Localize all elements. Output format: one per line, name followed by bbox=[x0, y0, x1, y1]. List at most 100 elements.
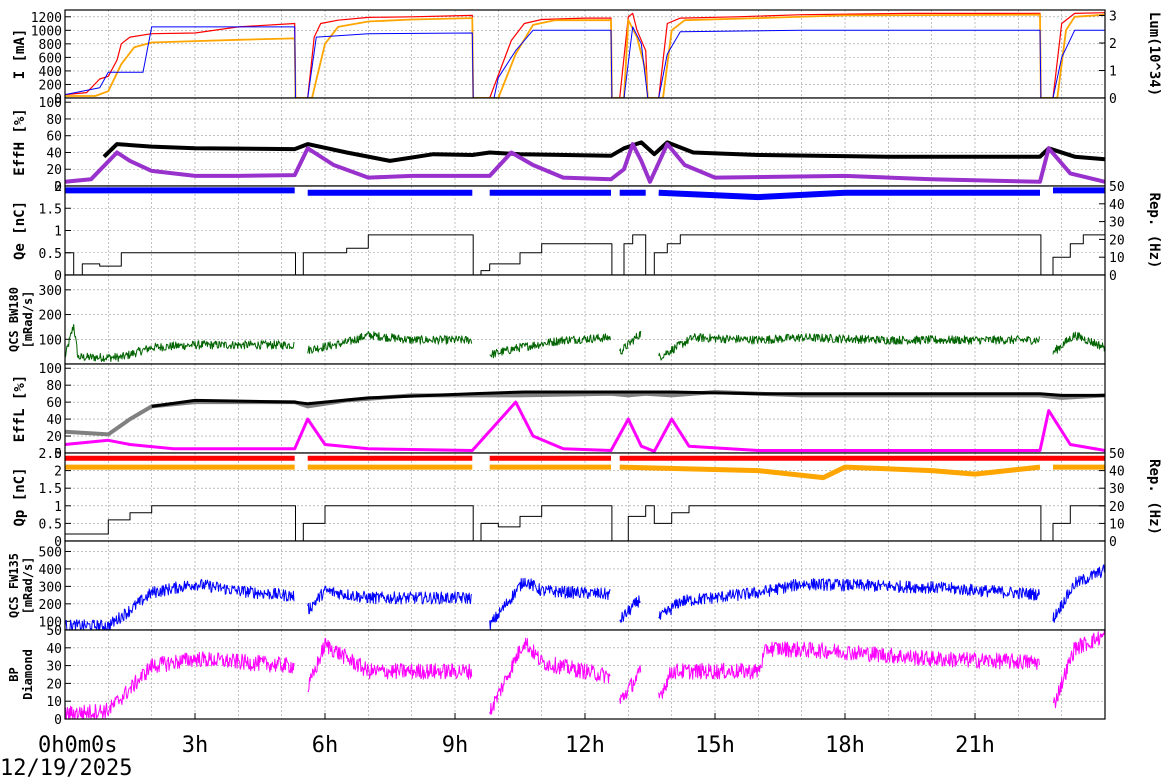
series-qp-2 bbox=[65, 505, 1105, 542]
series-qcs_fw-0 bbox=[1052, 564, 1105, 623]
ytick-label-effL: 40 bbox=[46, 413, 62, 428]
series-bp-0 bbox=[619, 665, 642, 705]
ytick-label-effH: 40 bbox=[46, 146, 62, 161]
ytick-label-qp: 0 bbox=[54, 535, 62, 550]
ylabel-unit-qcs_fw: [mRad/s] bbox=[21, 557, 35, 615]
ylabel-qcs_fw: QCS FW135 bbox=[7, 553, 21, 618]
ytick-label-effH: 0 bbox=[54, 180, 62, 195]
series-effL-2 bbox=[64, 400, 1106, 453]
series-qcs_fw-0 bbox=[489, 577, 611, 631]
ytick-label-effH: 80 bbox=[46, 113, 62, 128]
ytick-label-qcs_fw: 300 bbox=[39, 580, 62, 595]
ytick-label-current: 200 bbox=[39, 78, 62, 93]
ytick-label-qe: 2 bbox=[54, 180, 62, 195]
rtick-label-qe: 20 bbox=[1109, 233, 1125, 248]
ytick-label-qcs_bw: 200 bbox=[39, 309, 62, 324]
ytick-label-qp: 1 bbox=[54, 500, 62, 515]
ytick-label-qp: 2 bbox=[54, 465, 62, 480]
rtick-label-qp: 30 bbox=[1109, 482, 1125, 497]
series-qp-0 bbox=[619, 464, 1041, 481]
series-current-1 bbox=[65, 13, 1106, 99]
ylabel-bp: BP bbox=[7, 667, 21, 681]
rtick-label-current: 2 bbox=[1109, 37, 1117, 52]
right-label-current: Lum(10^34) bbox=[1146, 12, 1162, 96]
ytick-label-qe: 0.5 bbox=[39, 247, 62, 262]
ytick-label-qp: 1.5 bbox=[39, 482, 62, 497]
ytick-label-qe: 1.5 bbox=[39, 202, 62, 217]
right-label-qe: Rep. (Hz) bbox=[1146, 193, 1162, 269]
xtick-label: 9h bbox=[442, 733, 469, 758]
ylabel-qp: Qp [nC] bbox=[12, 467, 28, 526]
series-qcs_bw-0 bbox=[489, 333, 611, 359]
ytick-label-current: 600 bbox=[39, 51, 62, 66]
ytick-label-qp: 2.5 bbox=[39, 447, 62, 462]
rtick-label-current: 0 bbox=[1109, 92, 1117, 107]
series-bp-0 bbox=[489, 637, 611, 715]
ytick-label-qcs_fw: 100 bbox=[39, 615, 62, 630]
ytick-label-bp: 10 bbox=[46, 695, 62, 710]
ytick-label-current: 1000 bbox=[31, 24, 62, 39]
ytick-label-current: 400 bbox=[39, 65, 62, 80]
ylabel-unit-qcs_bw: [mRad/s] bbox=[21, 291, 35, 349]
ytick-label-effH: 20 bbox=[46, 163, 62, 178]
series-qcs_fw-0 bbox=[658, 578, 1040, 620]
series-qcs_fw-0 bbox=[64, 579, 295, 631]
ytick-label-effL: 60 bbox=[46, 396, 62, 411]
series-qcs_bw-0 bbox=[64, 324, 295, 363]
rtick-label-qp: 20 bbox=[1109, 500, 1125, 515]
ytick-label-qcs_bw: 100 bbox=[39, 333, 62, 348]
xtick-label: 18h bbox=[825, 733, 865, 758]
date-label: 12/19/2025 bbox=[0, 756, 133, 781]
ytick-label-effL: 100 bbox=[39, 362, 62, 377]
series-bp-0 bbox=[64, 651, 295, 720]
ylabel-unit-bp: Diamond bbox=[21, 649, 35, 700]
rtick-label-qe: 30 bbox=[1109, 216, 1125, 231]
series-effL-1 bbox=[151, 390, 1105, 408]
right-label-qp: Rep. (Hz) bbox=[1146, 459, 1162, 535]
series-qcs_bw-0 bbox=[619, 330, 642, 355]
ytick-label-bp: 50 bbox=[46, 624, 62, 639]
rtick-label-current: 1 bbox=[1109, 65, 1117, 80]
ytick-label-qcs_fw: 400 bbox=[39, 563, 62, 578]
ylabel-current: I [mA] bbox=[12, 29, 28, 80]
ytick-label-effH: 60 bbox=[46, 130, 62, 145]
series-qcs_bw-0 bbox=[658, 333, 1040, 361]
series-qcs_fw-0 bbox=[307, 585, 473, 615]
ytick-label-effL: 0 bbox=[54, 447, 62, 462]
xtick-label: 6h bbox=[312, 733, 339, 758]
xtick-label: 12h bbox=[565, 733, 605, 758]
series-effH-1 bbox=[64, 142, 1106, 184]
series-qcs_fw-0 bbox=[619, 595, 641, 623]
ytick-label-current: 1200 bbox=[31, 11, 62, 26]
ytick-label-bp: 20 bbox=[46, 677, 62, 692]
rtick-label-qe: 0 bbox=[1109, 269, 1117, 284]
ytick-label-bp: 30 bbox=[46, 660, 62, 675]
ytick-label-qp: 0.5 bbox=[39, 517, 62, 532]
ytick-label-qcs_bw: 300 bbox=[39, 284, 62, 299]
ylabel-qcs_bw: QCS BW180 bbox=[7, 287, 21, 352]
series-qcs_bw-0 bbox=[307, 330, 473, 354]
rtick-label-qp: 10 bbox=[1109, 517, 1125, 532]
ytick-label-qe: 1 bbox=[54, 225, 62, 240]
xtick-label: 15h bbox=[695, 733, 735, 758]
series-current-0 bbox=[64, 12, 1106, 99]
rtick-label-qe: 50 bbox=[1109, 180, 1125, 195]
series-current-2 bbox=[64, 26, 1105, 99]
series-qe-1 bbox=[65, 234, 1105, 276]
rtick-label-current: 3 bbox=[1109, 10, 1117, 25]
rtick-label-qp: 40 bbox=[1109, 465, 1125, 480]
series-effH-0 bbox=[102, 140, 1106, 163]
rtick-label-qe: 40 bbox=[1109, 198, 1125, 213]
ytick-label-bp: 40 bbox=[46, 642, 62, 657]
ytick-label-qcs_fw: 200 bbox=[39, 598, 62, 613]
series-bp-0 bbox=[658, 641, 1040, 699]
ytick-label-effL: 80 bbox=[46, 379, 62, 394]
ytick-label-current: 800 bbox=[39, 38, 62, 53]
ytick-label-bp: 0 bbox=[54, 713, 62, 728]
rtick-label-qp: 0 bbox=[1109, 535, 1117, 550]
ytick-label-current: 0 bbox=[54, 92, 62, 107]
ytick-label-qcs_fw: 500 bbox=[39, 545, 62, 560]
series-bp-0 bbox=[1052, 630, 1105, 709]
xtick-label: 0h0m0s bbox=[38, 733, 117, 758]
